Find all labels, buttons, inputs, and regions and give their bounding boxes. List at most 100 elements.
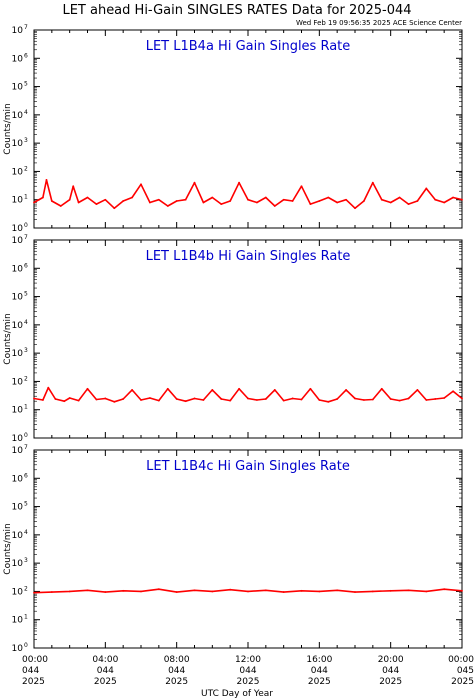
data-point bbox=[336, 201, 339, 204]
y-tick-label: 10 bbox=[12, 446, 24, 456]
panel-title: LET L1B4b Hi Gain Singles Rate bbox=[146, 249, 351, 264]
data-point bbox=[68, 590, 71, 593]
x-tick-label: 044 bbox=[239, 666, 256, 676]
data-point bbox=[175, 200, 178, 202]
y-tick-exponent: 7 bbox=[24, 234, 28, 241]
data-point bbox=[282, 591, 285, 593]
data-point bbox=[425, 399, 428, 401]
data-point bbox=[425, 187, 428, 190]
series-line bbox=[33, 386, 463, 403]
data-point bbox=[309, 387, 312, 390]
data-point bbox=[416, 389, 419, 391]
y-tick-label: 10 bbox=[12, 474, 24, 484]
y-tick-exponent: 2 bbox=[24, 375, 28, 382]
x-tick-label: 08:00 bbox=[164, 655, 190, 665]
data-point bbox=[318, 200, 321, 202]
y-tick-label: 10 bbox=[12, 139, 24, 149]
plot-frame bbox=[33, 239, 463, 439]
data-point bbox=[443, 588, 446, 591]
x-axis-title: UTC Day of Year bbox=[201, 689, 273, 699]
data-point bbox=[113, 400, 116, 403]
data-point bbox=[220, 398, 223, 400]
x-tick-label: 00:00 bbox=[448, 655, 474, 665]
data-point bbox=[140, 183, 142, 186]
y-tick-label: 10 bbox=[12, 83, 24, 93]
y-tick-label: 10 bbox=[12, 167, 24, 177]
x-tick-label: 2025 bbox=[22, 677, 45, 687]
x-tick-label: 045 bbox=[457, 666, 474, 676]
data-point bbox=[345, 389, 347, 391]
y-tick-exponent: 0 bbox=[24, 222, 28, 229]
data-point bbox=[354, 397, 356, 400]
data-point bbox=[95, 203, 98, 205]
data-point bbox=[157, 588, 160, 591]
y-tick-label: 10 bbox=[12, 236, 24, 246]
data-point bbox=[68, 397, 71, 399]
data-point bbox=[461, 198, 463, 201]
data-point bbox=[256, 201, 258, 204]
data-point bbox=[211, 196, 214, 199]
data-point bbox=[291, 200, 294, 202]
data-point bbox=[363, 200, 365, 202]
data-point bbox=[452, 390, 454, 393]
data-point bbox=[47, 386, 50, 389]
data-point bbox=[175, 398, 178, 400]
data-point bbox=[238, 181, 240, 184]
data-point bbox=[122, 398, 125, 400]
data-point bbox=[336, 398, 339, 400]
data-point bbox=[380, 387, 383, 390]
data-point bbox=[184, 400, 187, 403]
data-point bbox=[184, 198, 187, 201]
data-point bbox=[149, 201, 151, 204]
data-point bbox=[407, 397, 410, 400]
y-tick-exponent: 6 bbox=[24, 262, 28, 269]
data-point bbox=[371, 181, 374, 184]
data-point bbox=[122, 200, 125, 202]
data-point bbox=[54, 398, 57, 400]
panel-title: LET L1B4c Hi Gain Singles Rate bbox=[146, 459, 350, 474]
x-tick-label: 044 bbox=[382, 666, 399, 676]
data-point bbox=[211, 590, 214, 593]
y-tick-exponent: 3 bbox=[24, 347, 28, 354]
data-point bbox=[149, 397, 151, 399]
y-tick-label: 10 bbox=[12, 293, 24, 303]
data-point bbox=[309, 203, 312, 205]
y-tick-label: 10 bbox=[12, 264, 24, 274]
data-point bbox=[354, 207, 356, 210]
y-tick-label: 10 bbox=[12, 503, 24, 513]
data-point bbox=[425, 590, 428, 593]
data-point bbox=[407, 203, 410, 205]
data-point bbox=[50, 200, 53, 202]
y-tick-label: 10 bbox=[12, 26, 24, 36]
data-point bbox=[318, 590, 321, 593]
y-tick-exponent: 7 bbox=[24, 444, 28, 451]
y-tick-label: 10 bbox=[12, 54, 24, 64]
data-point bbox=[166, 205, 169, 207]
y-axis-title: Counts/min bbox=[3, 523, 13, 574]
data-point bbox=[193, 397, 196, 400]
plot-frame bbox=[33, 449, 463, 649]
data-point bbox=[59, 205, 62, 207]
data-point bbox=[77, 399, 80, 402]
data-point bbox=[247, 590, 249, 593]
x-tick-label: 2025 bbox=[308, 677, 331, 687]
data-point bbox=[434, 198, 437, 201]
y-tick-exponent: 4 bbox=[24, 319, 28, 326]
data-point bbox=[363, 399, 365, 401]
y-tick-label: 10 bbox=[12, 559, 24, 569]
data-point bbox=[104, 397, 107, 400]
y-tick-label: 10 bbox=[12, 349, 24, 359]
data-point bbox=[157, 198, 160, 201]
y-tick-exponent: 5 bbox=[24, 291, 28, 298]
x-tick-label: 2025 bbox=[165, 677, 188, 687]
y-axis-title: Counts/min bbox=[3, 103, 13, 154]
y-tick-label: 10 bbox=[12, 531, 24, 541]
data-point bbox=[389, 589, 392, 592]
x-tick-label: 2025 bbox=[379, 677, 402, 687]
data-point bbox=[229, 588, 232, 591]
data-point bbox=[336, 589, 339, 592]
data-point bbox=[202, 399, 205, 401]
data-point bbox=[50, 591, 53, 593]
